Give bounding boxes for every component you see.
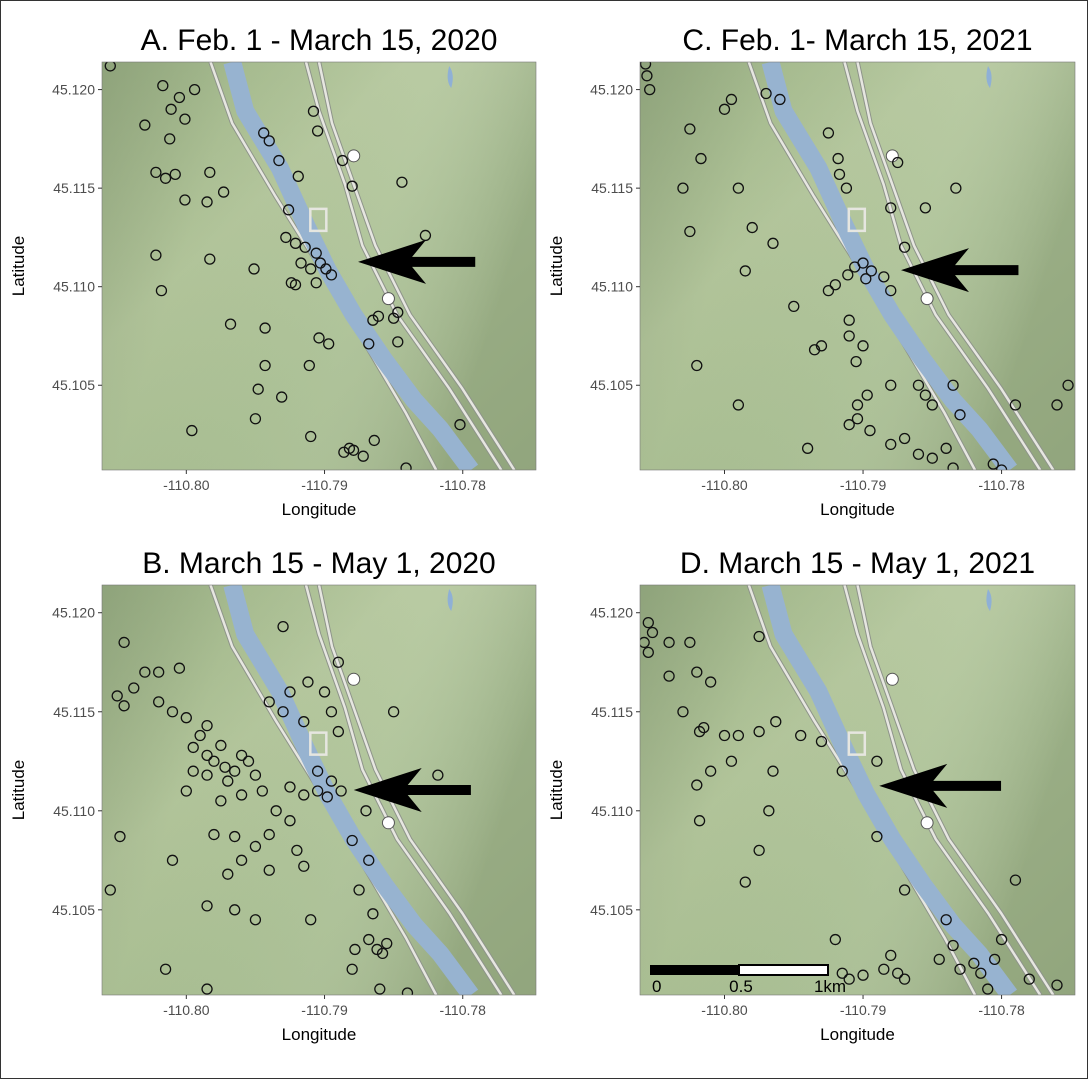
scale-bar-label: 1km xyxy=(814,977,846,996)
scale-bar-white xyxy=(739,965,828,975)
x-tick-label: -110.78 xyxy=(440,1002,487,1018)
x-tick-label: -110.80 xyxy=(163,1002,210,1018)
panel-title: D. March 15 - May 1, 2021 xyxy=(680,547,1035,580)
y-axis-label: Latitude xyxy=(547,236,566,297)
x-tick-label: -110.80 xyxy=(701,477,748,493)
highway-shield xyxy=(348,150,360,162)
y-tick-label: 45.120 xyxy=(52,82,95,98)
map-panel xyxy=(102,585,536,998)
map-panel xyxy=(102,61,536,473)
x-tick-label: -110.80 xyxy=(163,477,210,493)
y-tick-label: 45.105 xyxy=(52,902,95,918)
scale-bar-black xyxy=(650,965,739,975)
x-tick-label: -110.79 xyxy=(301,1002,348,1018)
highway-shield xyxy=(382,817,394,829)
x-tick-label: -110.78 xyxy=(978,477,1025,493)
y-tick-label: 45.105 xyxy=(590,377,633,393)
highway-shield xyxy=(886,673,898,685)
y-tick-label: 45.110 xyxy=(591,279,633,295)
x-axis-label: Longitude xyxy=(282,1025,357,1044)
y-tick-label: 45.110 xyxy=(53,803,95,819)
scale-bar-label: 0.5 xyxy=(729,977,753,996)
panel-title: A. Feb. 1 - March 15, 2020 xyxy=(141,24,498,57)
y-tick-label: 45.120 xyxy=(52,605,95,621)
x-axis-label: Longitude xyxy=(820,500,895,519)
y-tick-label: 45.105 xyxy=(590,902,633,918)
y-tick-label: 45.110 xyxy=(53,279,95,295)
highway-shield xyxy=(886,150,898,162)
panel-title: B. March 15 - May 1, 2020 xyxy=(142,547,496,580)
y-axis-label: Latitude xyxy=(9,760,28,821)
y-tick-label: 45.115 xyxy=(53,180,95,196)
y-tick-label: 45.120 xyxy=(590,605,633,621)
scale-bar-label: 0 xyxy=(652,977,661,996)
x-tick-label: -110.79 xyxy=(840,1002,887,1018)
y-tick-label: 45.110 xyxy=(591,803,633,819)
x-tick-label: -110.78 xyxy=(440,477,487,493)
y-tick-label: 45.115 xyxy=(591,704,633,720)
x-tick-label: -110.80 xyxy=(701,1002,748,1018)
y-tick-label: 45.120 xyxy=(590,82,633,98)
highway-shield xyxy=(921,817,933,829)
y-axis-label: Latitude xyxy=(9,236,28,297)
y-tick-label: 45.105 xyxy=(52,377,95,393)
map-panel xyxy=(639,585,1075,995)
highway-shield xyxy=(348,673,360,685)
map-panel xyxy=(640,59,1075,475)
y-tick-label: 45.115 xyxy=(53,704,95,720)
highway-shield xyxy=(921,293,933,305)
x-tick-label: -110.78 xyxy=(978,1002,1025,1018)
panel-title: C. Feb. 1- March 15, 2021 xyxy=(682,24,1032,57)
x-axis-label: Longitude xyxy=(820,1025,895,1044)
highway-shield xyxy=(382,293,394,305)
y-tick-label: 45.115 xyxy=(591,180,633,196)
x-axis-label: Longitude xyxy=(282,500,357,519)
x-tick-label: -110.79 xyxy=(840,477,887,493)
y-axis-label: Latitude xyxy=(547,760,566,821)
x-tick-label: -110.79 xyxy=(301,477,348,493)
figure: A. Feb. 1 - March 15, 2020 -110.80 -110.79… xyxy=(0,0,1088,1079)
